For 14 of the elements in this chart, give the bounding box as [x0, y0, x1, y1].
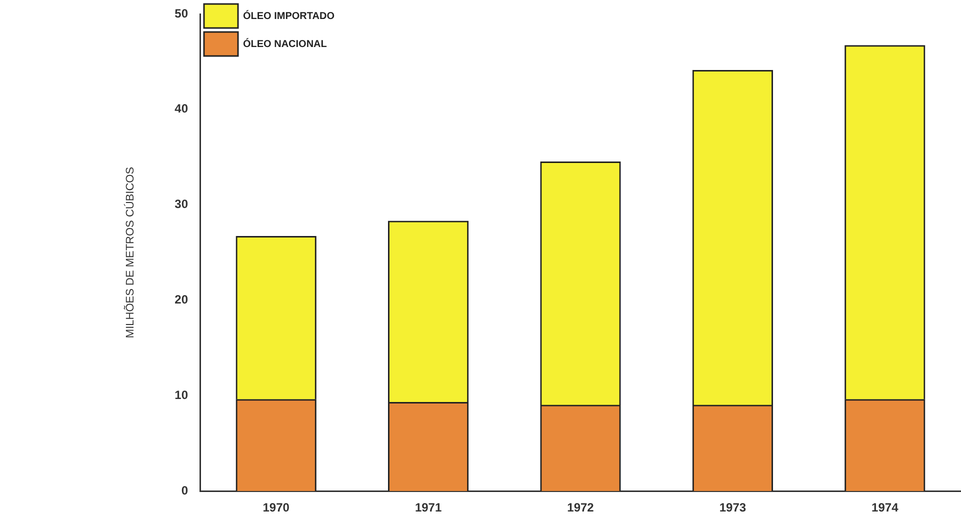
y-tick-label: 20	[174, 292, 188, 307]
legend-label: ÓLEO IMPORTADO	[243, 10, 335, 22]
x-tick-label: 1974	[872, 500, 899, 515]
y-tick-label: 30	[174, 197, 188, 212]
legend-label: ÓLEO NACIONAL	[243, 38, 327, 50]
x-tick-label: 1973	[719, 500, 746, 515]
x-tick-label: 1972	[567, 500, 594, 515]
x-tick-label: 1970	[262, 500, 290, 515]
y-tick-label: 50	[174, 6, 188, 20]
y-tick-label: 40	[174, 102, 188, 116]
x-tick-label: 1971	[414, 500, 442, 515]
y-tick-label: 0	[181, 483, 188, 498]
y-tick-label: 10	[174, 388, 188, 402]
y-axis-title: MILHÕES DE METROS CÚBICOS	[124, 166, 137, 338]
